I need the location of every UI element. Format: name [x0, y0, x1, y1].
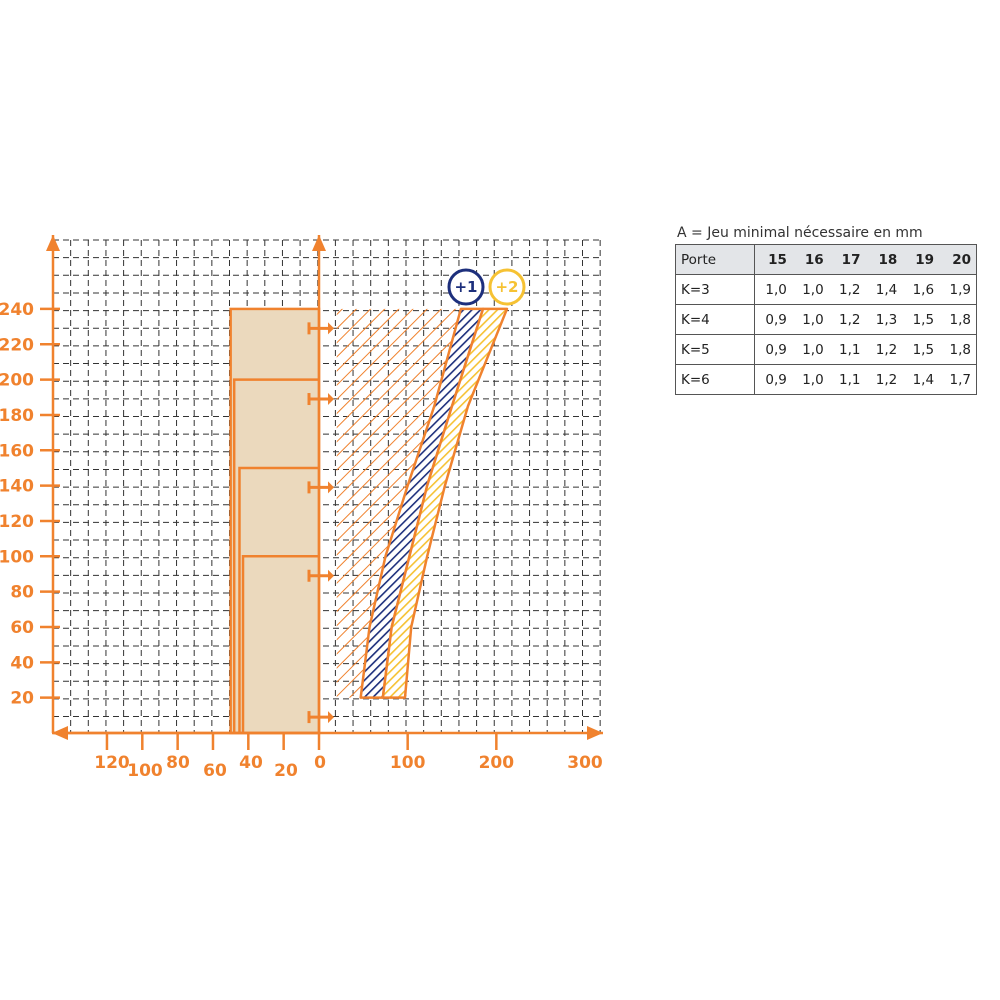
table-cell: 1,0 — [754, 274, 792, 305]
table-cell: 1,4 — [865, 274, 903, 305]
hinge-markers — [307, 322, 334, 724]
table-header-cell: 20 — [939, 244, 978, 275]
table-cell: K=6 — [675, 364, 755, 395]
x-tick-label-left: 0 — [314, 753, 326, 773]
table-row: K=5 0,9 1,0 1,1 1,2 1,5 1,8 — [675, 334, 978, 365]
y-tick-label: 140 — [0, 477, 34, 497]
series-bands — [359, 307, 509, 699]
y-tick-label: 20 — [10, 689, 34, 709]
table-cell: K=5 — [675, 334, 755, 365]
x-tick-label-right: 100 — [390, 753, 426, 773]
table-cell: 1,4 — [902, 364, 940, 395]
y-tick-label: 80 — [10, 583, 34, 603]
series-badge-1 — [447, 268, 485, 306]
clearance-table-block: A = Jeu minimal nécessaire en mm Porte 1… — [675, 225, 980, 395]
table-cell: 1,2 — [828, 304, 866, 335]
table-header-cell: 15 — [754, 244, 792, 275]
clearance-table: Porte 15 16 17 18 19 20 K=3 1,0 1,0 1,2 … — [675, 244, 978, 395]
table-cell: 1,8 — [939, 304, 978, 335]
series-badge-label: +1 — [454, 278, 477, 296]
hatched-zone — [336, 308, 461, 698]
table-header-cell: 18 — [865, 244, 903, 275]
x-tick-label-left: 60 — [203, 761, 227, 781]
hinge-marker-head — [328, 393, 334, 406]
table-cell: 1,5 — [902, 304, 940, 335]
y-tick-label: 120 — [0, 512, 34, 532]
table-row: K=4 0,9 1,0 1,2 1,3 1,5 1,8 — [675, 304, 978, 335]
table-cell: 1,2 — [865, 364, 903, 395]
x-tick-label-left: 40 — [239, 753, 263, 773]
table-cell: 1,7 — [939, 364, 978, 395]
x-tick-label-left: 100 — [127, 761, 163, 781]
table-cell: 1,0 — [791, 364, 829, 395]
door-thickness-panel — [229, 307, 321, 735]
table-row: K=3 1,0 1,0 1,2 1,4 1,6 1,9 — [675, 274, 978, 305]
y-axis-center-arrowhead — [312, 235, 326, 251]
series-badges: +1 +2 — [447, 268, 526, 306]
series-badge-2 — [488, 268, 526, 306]
x-tick-label-left: 80 — [166, 753, 190, 773]
table-cell: 1,0 — [791, 304, 829, 335]
y-tick-label: 40 — [10, 653, 34, 673]
table-cell: 1,2 — [828, 274, 866, 305]
x-tick-label-right: 200 — [479, 753, 515, 773]
table-header-cell: 19 — [902, 244, 940, 275]
y-axis-ticks: 240 220 200 180 160 140 120 100 80 60 40 20 — [0, 300, 34, 709]
table-cell: K=3 — [675, 274, 755, 305]
x-axis-left-arrowhead — [52, 726, 68, 740]
table-cell: K=4 — [675, 304, 755, 335]
table-header-cell: Porte — [675, 244, 755, 275]
table-cell: 0,9 — [754, 334, 792, 365]
table-cell: 1,5 — [902, 334, 940, 365]
table-cell: 0,9 — [754, 304, 792, 335]
table-cell: 1,0 — [791, 334, 829, 365]
table-cell: 1,0 — [791, 274, 829, 305]
door-thickness-step — [238, 466, 319, 733]
x-axis-right-arrowhead — [587, 726, 603, 740]
y-tick-label: 100 — [0, 547, 34, 567]
table-cell: 1,8 — [939, 334, 978, 365]
table-row: K=6 0,9 1,0 1,1 1,2 1,4 1,7 — [675, 364, 978, 395]
chart-axes — [40, 235, 603, 750]
hinge-marker-head — [328, 481, 334, 494]
table-header-cell: 16 — [791, 244, 829, 275]
y-tick-label: 220 — [0, 335, 34, 355]
hinge-marker-head — [328, 711, 334, 724]
table-cell: 1,6 — [902, 274, 940, 305]
table-header-row: Porte 15 16 17 18 19 20 — [675, 244, 978, 275]
table-cell: 1,1 — [828, 364, 866, 395]
table-cell: 1,3 — [865, 304, 903, 335]
hinge-marker-head — [328, 569, 334, 582]
y-axis-left-arrowhead — [46, 235, 60, 251]
y-tick-label: 200 — [0, 371, 34, 391]
y-tick-label: 180 — [0, 406, 34, 426]
table-cell: 0,9 — [754, 364, 792, 395]
table-caption: A = Jeu minimal nécessaire en mm — [677, 225, 923, 241]
table-header-cell: 17 — [828, 244, 866, 275]
y-tick-label: 60 — [10, 618, 34, 638]
series-badge-label: +2 — [495, 278, 518, 296]
x-tick-label-right: 300 — [567, 753, 603, 773]
table-cell: 1,1 — [828, 334, 866, 365]
table-cell: 1,2 — [865, 334, 903, 365]
table-cell: 1,9 — [939, 274, 978, 305]
hatched-zone-area — [336, 308, 461, 698]
x-tick-label-left: 120 — [94, 753, 130, 773]
y-tick-label: 160 — [0, 441, 34, 461]
x-tick-label-left: 20 — [274, 761, 298, 781]
series-band-2 — [381, 307, 509, 699]
y-tick-label: 240 — [0, 300, 34, 320]
hinge-marker-head — [328, 322, 334, 335]
door-thickness-step — [241, 555, 319, 733]
door-thickness-step — [232, 378, 319, 733]
